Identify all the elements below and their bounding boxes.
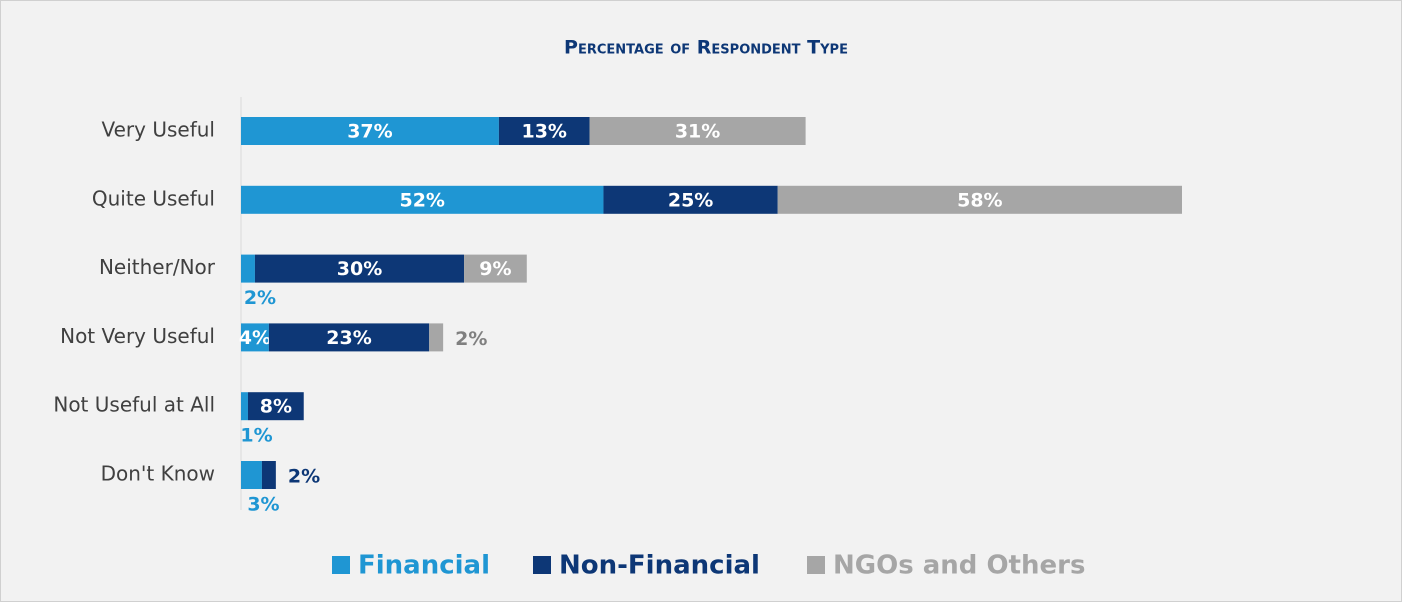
bar-segment [589,117,806,145]
category-label: Not Very Useful [60,324,215,348]
value-label: 2% [288,466,320,488]
value-label: 25% [668,189,713,211]
bar-segment [241,117,499,145]
value-label: 58% [957,189,1002,211]
value-label: 3% [247,494,279,516]
bar-segment [254,254,465,283]
legend-swatch [332,556,350,574]
value-label: 2% [244,287,276,309]
bar-segment [777,185,1182,214]
chart-title: Percentage of Respondent Type [564,37,848,59]
legend-swatch [533,556,551,574]
bar-segment [241,323,269,352]
bar-segment [603,185,778,214]
bar-segment [241,392,248,421]
value-label: 23% [326,327,371,349]
bar-segment [268,323,430,352]
bar-segment [498,117,590,145]
category-label: Quite Useful [92,186,215,210]
value-label: 1% [240,425,272,447]
bar-segment [261,461,276,489]
legend-label: NGOs and Others [833,551,1085,581]
bar-segment [464,254,527,283]
value-label: 52% [399,189,444,211]
category-label: Not Useful at All [53,393,215,417]
bar-segment [241,254,255,283]
category-label: Very Useful [102,118,216,142]
category-label: Neither/Nor [99,255,216,279]
value-label: 30% [337,258,382,280]
bar-segment [429,323,444,352]
bar-segment [241,185,604,214]
value-label: 2% [455,328,487,350]
value-label: 4% [239,327,271,349]
value-label: 8% [260,396,292,418]
legend-label: Financial [358,551,490,581]
value-label: 37% [347,121,392,143]
bar-segment [241,461,262,489]
legend-label: Non-Financial [559,551,760,581]
value-label: 13% [521,121,566,143]
legend-swatch [807,556,825,574]
value-label: 31% [675,121,720,143]
bar-segment [247,392,304,421]
category-label: Don't Know [101,462,215,486]
value-label: 9% [479,258,511,280]
